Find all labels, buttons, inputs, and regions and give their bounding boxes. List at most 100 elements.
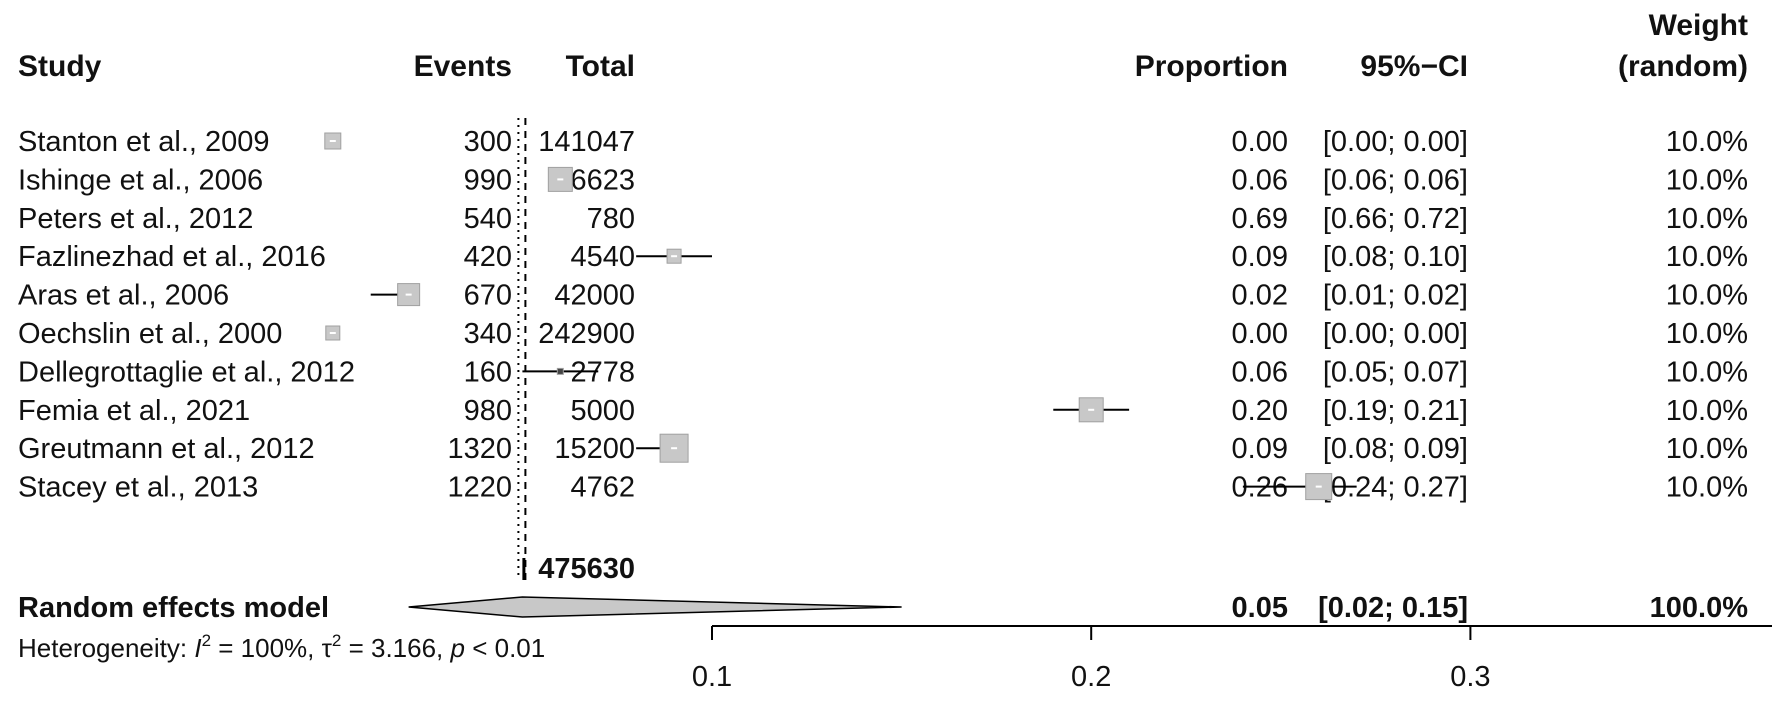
study-total: 141047 xyxy=(538,126,635,158)
heterogeneity-p-symbol: p xyxy=(450,633,465,663)
study-row: Stacey et al., 2013 1220 4762 0.26 [0.24; 0.… xyxy=(18,472,1748,504)
study-proportion: 0.09 xyxy=(1232,241,1288,273)
study-events: 670 xyxy=(464,280,512,312)
study-ci: [0.08; 0.10] xyxy=(1323,241,1468,273)
study-weight: 10.0% xyxy=(1666,433,1748,465)
study-events: 300 xyxy=(464,126,512,158)
study-proportion: 0.00 xyxy=(1232,318,1288,350)
study-row: Aras et al., 2006 670 42000 0.02 [0.01; 0.02… xyxy=(18,280,1748,312)
study-row: Oechslin et al., 2000 340 242900 0.00 [0.00;… xyxy=(18,318,1748,350)
study-weight: 10.0% xyxy=(1666,241,1748,273)
heterogeneity-tau-sup: 2 xyxy=(332,631,341,650)
study-events: 1220 xyxy=(447,472,512,504)
study-total: 4540 xyxy=(570,241,635,273)
study-ci: [0.06; 0.06] xyxy=(1323,164,1468,196)
reference-lines xyxy=(517,118,527,580)
summary-ci: [0.02; 0.15] xyxy=(1318,592,1468,624)
study-row: Dellegrottaglie et al., 2012 160 2778 0.06[… xyxy=(18,356,1748,388)
study-total: 15200 xyxy=(554,433,635,465)
header-total: Total xyxy=(566,50,635,83)
heterogeneity-tau-symbol: τ xyxy=(322,633,333,663)
study-name: Peters et al., 2012 xyxy=(18,203,253,235)
heterogeneity-i-sup: 2 xyxy=(202,631,211,650)
study-weight: 10.0% xyxy=(1666,203,1748,235)
study-row: Peters et al., 2012 540 780 0.69 [0.66; 0.72… xyxy=(18,203,1748,235)
summary-weight: 100.0% xyxy=(1650,592,1749,624)
study-proportion: 0.06 xyxy=(1232,356,1288,388)
column-headers: Study Events Total Proportion 95%−CI Wei… xyxy=(18,9,1748,83)
study-events: 160 xyxy=(464,356,512,388)
study-events: 980 xyxy=(464,395,512,427)
summary-diamond xyxy=(408,596,902,618)
study-total: 42000 xyxy=(554,280,635,312)
study-ci: [0.00; 0.00] xyxy=(1323,126,1468,158)
header-events: Events xyxy=(414,50,512,83)
heterogeneity-p-value: < 0.01 xyxy=(465,633,545,663)
study-row: Femia et al., 2021 980 5000 0.20 [0.19; 0.21… xyxy=(18,395,1748,427)
summary-proportion: 0.05 xyxy=(1232,592,1288,624)
header-study: Study xyxy=(18,50,102,83)
summary-label: Random effects model xyxy=(18,592,329,624)
study-events: 1320 xyxy=(447,433,512,465)
x-axis-tick-label: 0.1 xyxy=(692,661,732,693)
study-weight: 10.0% xyxy=(1666,395,1748,427)
study-name: Fazlinezhad et al., 2016 xyxy=(18,241,326,273)
header-ci: 95%−CI xyxy=(1360,50,1468,83)
study-name: Greutmann et al., 2012 xyxy=(18,433,315,465)
x-axis-tick-label: 0.3 xyxy=(1450,661,1490,693)
study-weight: 10.0% xyxy=(1666,356,1748,388)
study-events: 340 xyxy=(464,318,512,350)
study-rows: Stanton et al., 2009 300 141047 0.00 [0.00; … xyxy=(18,126,1748,504)
study-name: Aras et al., 2006 xyxy=(18,280,229,312)
study-ci: [0.66; 0.72] xyxy=(1323,203,1468,235)
study-proportion: 0.02 xyxy=(1232,280,1288,312)
study-ci: [0.00; 0.00] xyxy=(1323,318,1468,350)
study-ci: [0.01; 0.02] xyxy=(1323,280,1468,312)
x-axis: 0.10.20.30.40.50.60.7 xyxy=(692,625,1772,693)
study-total: 242900 xyxy=(538,318,635,350)
study-ci: [0.19; 0.21] xyxy=(1323,395,1468,427)
study-row: Stanton et al., 2009 300 141047 0.00 [0.00; … xyxy=(18,126,1748,158)
study-events: 990 xyxy=(464,164,512,196)
total-sum-marker xyxy=(522,558,526,580)
summary-row: Random effects model 0.05 [0.02; 0.15] 1… xyxy=(18,592,1748,624)
study-square xyxy=(556,367,564,375)
heterogeneity-text: Heterogeneity: I2 = 100%, τ2 = 3.166, p … xyxy=(18,631,545,663)
study-proportion: 0.09 xyxy=(1232,433,1288,465)
heterogeneity-i-value: = 100%, xyxy=(211,633,322,663)
study-row: Fazlinezhad et al., 2016 420 4540 0.09 [0.08… xyxy=(18,241,1748,273)
study-name: Stanton et al., 2009 xyxy=(18,126,270,158)
study-total: 4762 xyxy=(570,472,635,504)
study-proportion: 0.20 xyxy=(1232,395,1288,427)
study-weight: 10.0% xyxy=(1666,472,1748,504)
study-row: Greutmann et al., 2012 1320 15200 0.09 [0.08… xyxy=(18,433,1748,465)
study-proportion: 0.00 xyxy=(1232,126,1288,158)
study-ci: [0.08; 0.09] xyxy=(1323,433,1468,465)
study-name: Ishinge et al., 2006 xyxy=(18,164,263,196)
header-weight-line1: Weight xyxy=(1649,9,1748,42)
study-events: 420 xyxy=(464,241,512,273)
study-events: 540 xyxy=(464,203,512,235)
total-sum: 475630 xyxy=(538,553,635,585)
heterogeneity-prefix: Heterogeneity: xyxy=(18,633,194,663)
study-ci: [0.05; 0.07] xyxy=(1323,356,1468,388)
study-weight: 10.0% xyxy=(1666,164,1748,196)
study-name: Femia et al., 2021 xyxy=(18,395,250,427)
study-total: 5000 xyxy=(570,395,635,427)
study-name: Dellegrottaglie et al., 2012 xyxy=(18,356,355,388)
study-total: 780 xyxy=(587,203,635,235)
header-weight-line2: (random) xyxy=(1618,50,1748,83)
study-row: Ishinge et al., 2006 990 16623 0.06 [0.06; 0… xyxy=(18,164,1748,196)
heterogeneity-i-symbol: I xyxy=(194,633,201,663)
x-axis-tick-label: 0.2 xyxy=(1071,661,1111,693)
study-proportion: 0.69 xyxy=(1232,203,1288,235)
study-weight: 10.0% xyxy=(1666,280,1748,312)
heterogeneity-tau-value: = 3.166, xyxy=(341,633,450,663)
study-weight: 10.0% xyxy=(1666,318,1748,350)
study-name: Stacey et al., 2013 xyxy=(18,472,258,504)
header-proportion: Proportion xyxy=(1135,50,1288,83)
study-name: Oechslin et al., 2000 xyxy=(18,318,282,350)
study-proportion: 0.06 xyxy=(1232,164,1288,196)
study-weight: 10.0% xyxy=(1666,126,1748,158)
